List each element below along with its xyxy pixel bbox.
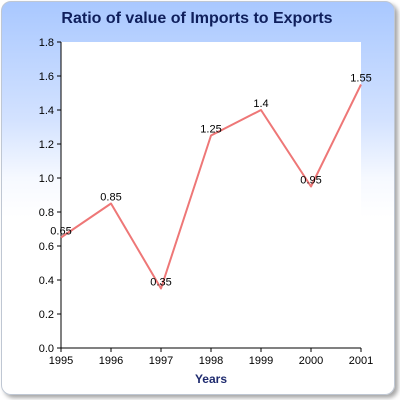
data-label: 0.95 xyxy=(300,175,321,187)
series-line xyxy=(60,84,362,290)
y-tick-label: 1.4 xyxy=(39,105,54,117)
y-tick-label: 1.0 xyxy=(39,173,54,185)
y-tick-label: 1.2 xyxy=(39,139,54,151)
data-label: 1.55 xyxy=(350,73,371,85)
x-tick-label: 1998 xyxy=(199,355,223,367)
chart-title: Ratio of value of Imports to Exports xyxy=(61,10,332,27)
x-tick-label: 2000 xyxy=(299,355,323,367)
data-label: 0.65 xyxy=(50,226,71,238)
series-group xyxy=(60,84,362,290)
x-tick-label: 1997 xyxy=(149,355,173,367)
x-tick-label: 1995 xyxy=(49,355,73,367)
y-tick-label: 0.8 xyxy=(39,207,54,219)
y-axis-ticks: 0.0 0.2 0.4 0.6 0.8 1.0 1.2 1.4 1.6 1.8 xyxy=(39,37,61,355)
data-label: 1.4 xyxy=(253,98,268,110)
data-label: 1.25 xyxy=(200,124,221,136)
x-axis-label: Years xyxy=(195,372,227,386)
data-label: 0.35 xyxy=(150,277,171,289)
plot-area xyxy=(61,42,361,348)
y-tick-label: 0.6 xyxy=(39,241,54,253)
y-tick-label: 0.4 xyxy=(39,275,54,287)
x-axis-ticks: 1995 1996 1997 1998 1999 2000 2001 xyxy=(49,348,373,367)
y-tick-label: 1.8 xyxy=(39,37,54,49)
y-tick-label: 1.6 xyxy=(39,71,54,83)
x-tick-label: 1996 xyxy=(99,355,123,367)
y-tick-label: 0.0 xyxy=(39,343,54,355)
x-tick-label: 2001 xyxy=(349,355,373,367)
data-label: 0.85 xyxy=(100,192,121,204)
data-labels: 0.65 0.85 0.35 1.25 1.4 0.95 1.55 xyxy=(50,73,371,289)
y-tick-label: 0.2 xyxy=(39,309,54,321)
x-tick-label: 1999 xyxy=(249,355,273,367)
